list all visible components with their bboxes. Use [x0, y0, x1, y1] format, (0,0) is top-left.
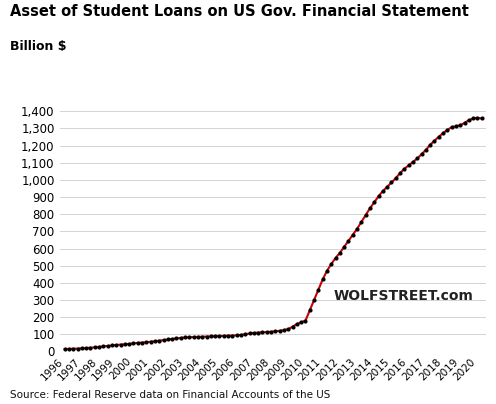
Text: WOLFSTREET.com: WOLFSTREET.com	[333, 289, 473, 303]
Text: Asset of Student Loans on US Gov. Financial Statement: Asset of Student Loans on US Gov. Financ…	[10, 4, 469, 19]
Text: Source: Federal Reserve data on Financial Accounts of the US: Source: Federal Reserve data on Financia…	[10, 390, 330, 400]
Text: Billion $: Billion $	[10, 40, 66, 53]
